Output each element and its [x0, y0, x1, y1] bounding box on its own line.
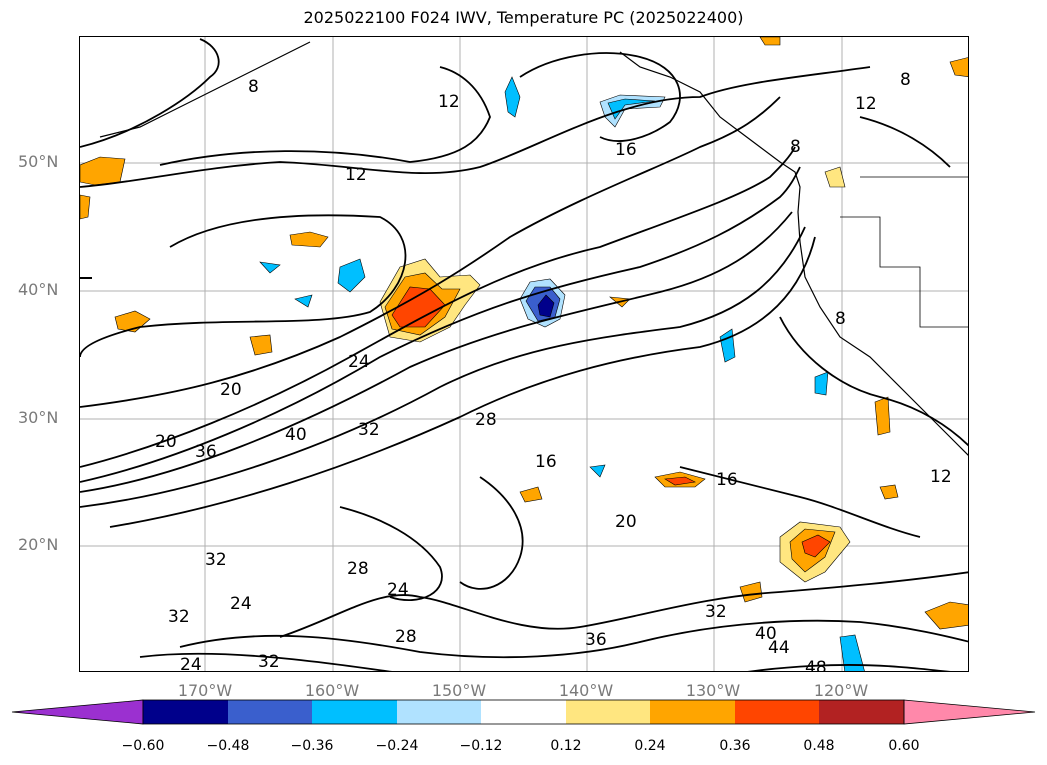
colorbar-segment	[312, 700, 397, 724]
colorbar-segment	[397, 700, 481, 724]
lon-label-130w: 130°W	[685, 681, 741, 700]
lon-label-160w: 160°W	[304, 681, 360, 700]
contour-label: 28	[475, 410, 497, 430]
contour-label: 32	[168, 607, 190, 627]
contour-label: 8	[900, 70, 911, 90]
warm-patch-west	[80, 156, 126, 186]
contour-label: 24	[348, 352, 370, 372]
colorbar-segment	[650, 700, 735, 724]
contour-label: 48	[805, 658, 827, 672]
colorbar-tick: 0.12	[550, 738, 582, 754]
contour-label: 20	[155, 432, 177, 452]
contour-label: 40	[285, 425, 307, 445]
iwv-contours	[80, 38, 968, 671]
contour-label: 36	[195, 442, 217, 462]
colorbar-tick: 0.36	[719, 738, 751, 754]
contour-label: 44	[768, 638, 790, 658]
contour-label: 32	[258, 652, 280, 672]
contour-label: 36	[585, 630, 607, 650]
contour-label: 16	[615, 140, 637, 160]
contour-label: 40	[755, 624, 777, 644]
lon-label-150w: 150°W	[431, 681, 487, 700]
contour-label: 32	[358, 420, 380, 440]
map-canvas: 8 12 16 12 8 8 12 24 20 20 36 40 32 28 1…	[80, 37, 968, 672]
colorbar-segment	[481, 700, 566, 724]
contour-label: 12	[345, 165, 367, 185]
map-title: 2025022100 F024 IWV, Temperature PC (202…	[303, 8, 744, 27]
contour-label: 8	[248, 77, 259, 97]
lon-label-140w: 140°W	[558, 681, 614, 700]
contour-label: 20	[615, 512, 637, 532]
colorbar-segment	[143, 700, 228, 724]
contour-label: 12	[855, 94, 877, 114]
contour-labels: 8 12 16 12 8 8 12 24 20 20 36 40 32 28 1…	[155, 70, 952, 672]
colorbar	[11, 699, 1036, 725]
colorbar-tick: −0.24	[375, 738, 419, 754]
colorbar-segment	[735, 700, 819, 724]
lat-label-20n: 20°N	[18, 535, 59, 554]
contour-label: 24	[387, 580, 409, 600]
colorbar-tick: −0.12	[459, 738, 503, 754]
cool-patch-north	[504, 76, 521, 118]
colorbar-segment	[228, 700, 312, 724]
lon-label-170w: 170°W	[177, 681, 233, 700]
contour-label: 12	[930, 467, 952, 487]
colorbar-tick: −0.60	[121, 738, 165, 754]
contour-label: 28	[347, 559, 369, 579]
lat-label-40n: 40°N	[18, 280, 59, 299]
colorbar-tick: 0.60	[888, 738, 920, 754]
colorbar-segment	[11, 699, 144, 725]
colorbar-tick: −0.36	[290, 738, 334, 754]
map-panel: 8 12 16 12 8 8 12 24 20 20 36 40 32 28 1…	[79, 36, 969, 672]
colorbar-tick: −0.48	[206, 738, 250, 754]
contour-label: 20	[220, 380, 242, 400]
contour-label: 16	[535, 452, 557, 472]
lat-label-50n: 50°N	[18, 152, 59, 171]
contour-label: 16	[716, 470, 738, 490]
colorbar-segment	[903, 699, 1036, 725]
contour-label: 8	[790, 137, 801, 157]
iwv-anomaly-patches	[80, 37, 968, 671]
colorbar-segment	[566, 700, 650, 724]
lat-label-30n: 30°N	[18, 408, 59, 427]
contour-label: 28	[395, 627, 417, 647]
contour-label: 8	[835, 309, 846, 329]
contour-label: 24	[180, 655, 202, 672]
contour-label: 12	[438, 92, 460, 112]
colorbar-tick: 0.24	[634, 738, 666, 754]
lon-label-120w: 120°W	[813, 681, 869, 700]
coastlines	[80, 41, 968, 456]
colorbar-tick: 0.48	[803, 738, 835, 754]
contour-label: 32	[705, 602, 727, 622]
contour-label: 32	[205, 550, 227, 570]
colorbar-segment	[819, 700, 904, 724]
contour-label: 24	[230, 594, 252, 614]
